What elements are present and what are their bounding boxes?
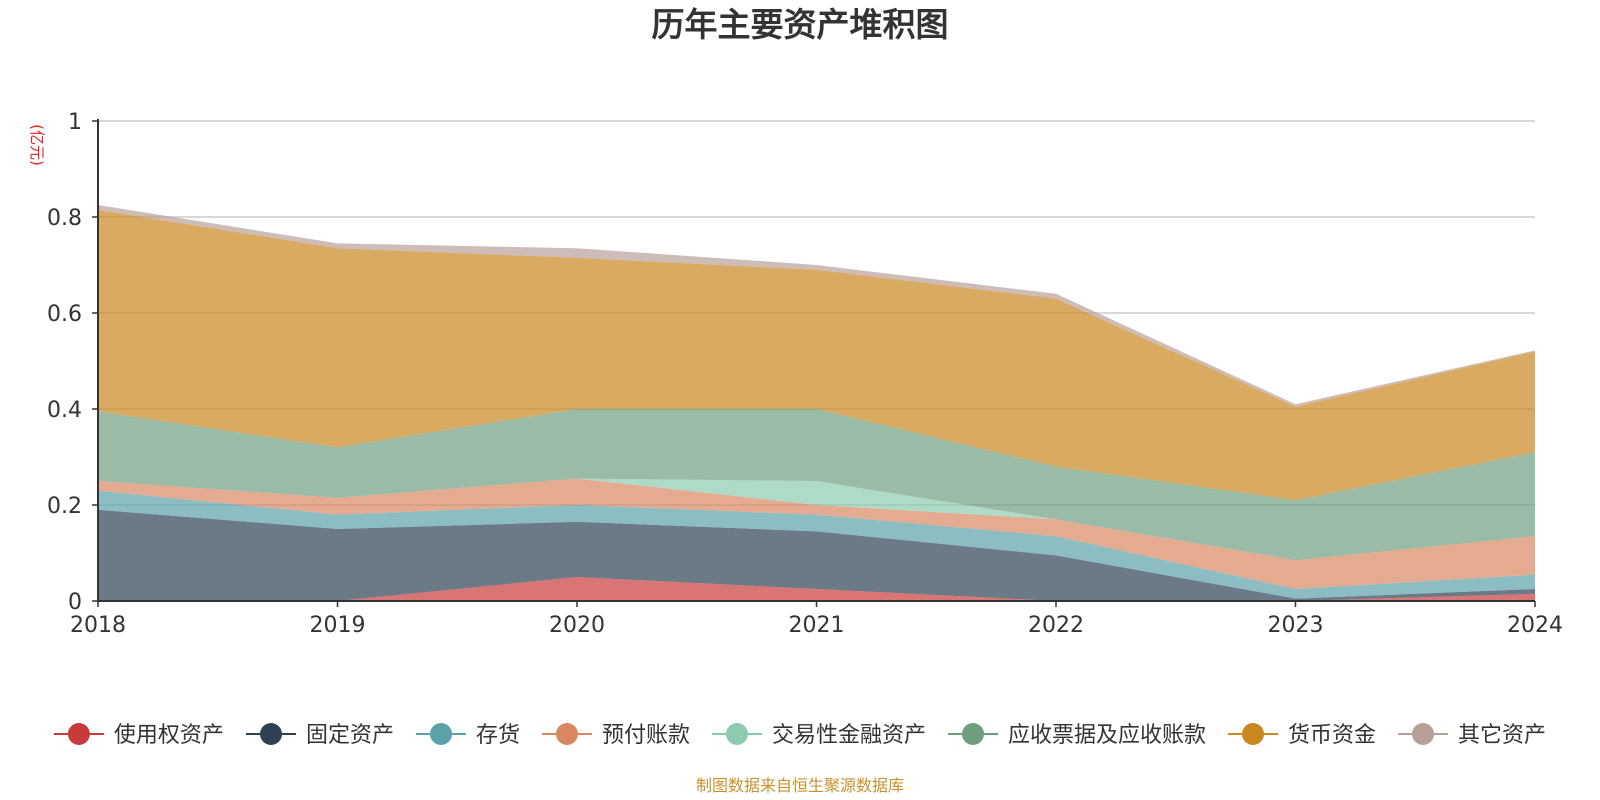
area-series-4 bbox=[98, 478, 1535, 561]
area-series-5 bbox=[98, 409, 1535, 561]
x-tick-labels: 2018 2019 2020 2021 2022 2023 2024 bbox=[70, 613, 1563, 638]
legend-item[interactable]: 预付账款 bbox=[542, 723, 690, 748]
legend-marker-icon bbox=[1242, 723, 1264, 745]
legend-marker-icon bbox=[962, 723, 984, 745]
y-tick-label: 0.6 bbox=[47, 302, 82, 327]
axes bbox=[92, 119, 1536, 607]
legend-marker-icon bbox=[430, 723, 452, 745]
y-tick-label: 0.8 bbox=[47, 206, 82, 231]
area-series-3 bbox=[98, 478, 1535, 589]
x-tick-label: 2021 bbox=[789, 613, 845, 638]
legend-item[interactable]: 固定资产 bbox=[246, 723, 394, 748]
legend-label: 使用权资产 bbox=[114, 723, 224, 748]
area-series-1 bbox=[98, 509, 1535, 601]
legend-marker-icon bbox=[260, 723, 282, 745]
legend-marker-icon bbox=[726, 723, 748, 745]
legend-item[interactable]: 使用权资产 bbox=[53, 723, 224, 748]
legend-label: 预付账款 bbox=[602, 723, 690, 748]
area-series-6 bbox=[98, 209, 1535, 501]
y-axis-unit: (亿元) bbox=[28, 124, 46, 166]
y-tick-label: 0 bbox=[68, 590, 82, 615]
legend-marker-icon bbox=[67, 723, 90, 745]
legend-label: 存货 bbox=[476, 723, 520, 748]
x-tick-label: 2024 bbox=[1507, 613, 1563, 638]
area-series-2 bbox=[98, 490, 1535, 599]
legend-label: 固定资产 bbox=[306, 723, 394, 748]
legend-label: 货币资金 bbox=[1288, 723, 1376, 748]
legend-marker-icon bbox=[556, 723, 578, 745]
chart-title: 历年主要资产堆积图 bbox=[652, 5, 949, 44]
legend-item[interactable]: 交易性金融资产 bbox=[712, 723, 926, 748]
legend-item[interactable]: 货币资金 bbox=[1228, 723, 1376, 748]
area-series bbox=[98, 205, 1535, 601]
y-tick-label: 1 bbox=[68, 110, 82, 135]
data-source-note: 制图数据来自恒生聚源数据库 bbox=[696, 776, 904, 795]
x-tick-label: 2022 bbox=[1028, 613, 1084, 638]
x-tick-label: 2023 bbox=[1268, 613, 1324, 638]
legend-label: 其它资产 bbox=[1458, 723, 1546, 748]
legend-item[interactable]: 其它资产 bbox=[1398, 723, 1546, 748]
y-tick-labels: 0 0.2 0.4 0.6 0.8 1 bbox=[47, 110, 82, 615]
legend: 使用权资产 固定资产 存货 预付账款 交易性金融资产 应收票据及应收账款 货币资金 其它资产 bbox=[53, 723, 1546, 748]
x-tick-label: 2019 bbox=[310, 613, 366, 638]
legend-label: 应收票据及应收账款 bbox=[1008, 723, 1206, 748]
legend-marker-icon bbox=[1412, 723, 1434, 745]
y-tick-label: 0.4 bbox=[47, 398, 82, 423]
x-tick-label: 2018 bbox=[70, 613, 126, 638]
legend-item[interactable]: 存货 bbox=[416, 723, 520, 748]
legend-item[interactable]: 应收票据及应收账款 bbox=[948, 723, 1206, 748]
x-tick-label: 2020 bbox=[549, 613, 605, 638]
y-tick-label: 0.2 bbox=[47, 494, 82, 519]
legend-label: 交易性金融资产 bbox=[772, 723, 926, 748]
